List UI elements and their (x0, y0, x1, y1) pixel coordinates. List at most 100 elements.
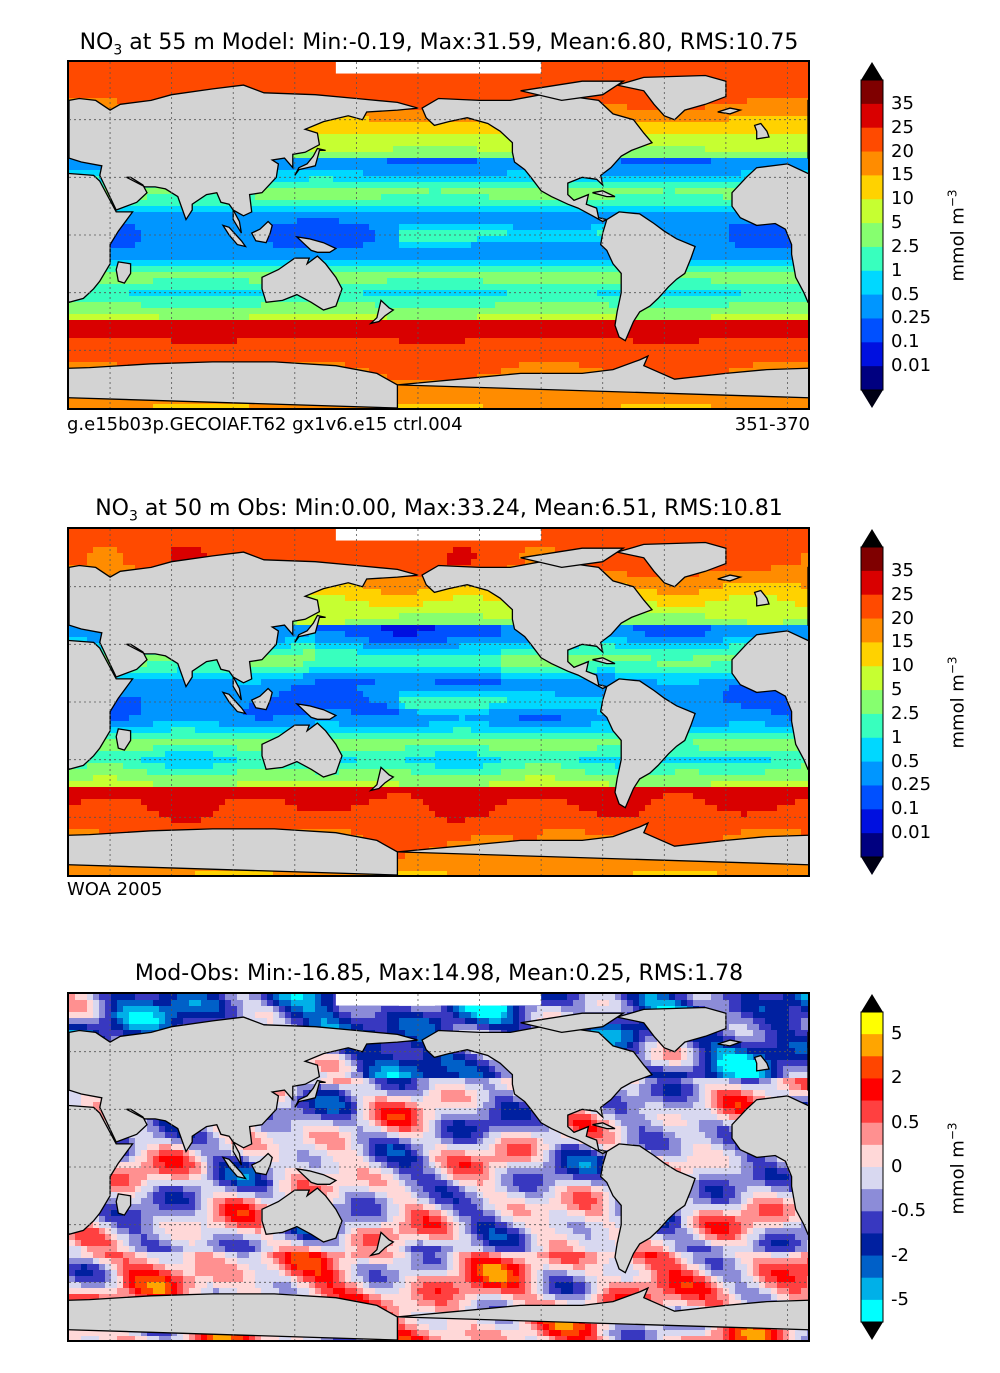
ice-mask (335, 62, 542, 74)
land-mask (69, 74, 808, 408)
colorbar-swatch (861, 785, 883, 810)
colorbar-tick-label: 20 (891, 608, 914, 629)
land-australia (261, 255, 343, 311)
colorbar-swatch (861, 1056, 883, 1079)
land-eurasia (69, 1016, 419, 1166)
colorbar-tick-label: 25 (891, 117, 914, 138)
land-newGuinea (294, 1167, 338, 1185)
colorbar-tick-label: 5 (891, 680, 902, 700)
graticule (69, 529, 808, 875)
colorbar-swatch (861, 1299, 883, 1323)
colorbar-tick-label: 2.5 (891, 703, 920, 724)
land-arcticIsl (520, 80, 626, 102)
colorbar-tick-label: 0.5 (891, 284, 920, 305)
colorbar-tick-label: 0 (891, 1157, 902, 1177)
colorbar-swatch (861, 642, 883, 667)
colorbar-tick-label: 1 (891, 727, 902, 748)
colorbar-swatch (861, 199, 883, 224)
colorbar-swatch (861, 618, 883, 643)
map-diff (67, 992, 810, 1342)
colorbar-swatch (861, 223, 883, 248)
colorbar-frame (860, 79, 884, 391)
land-eurasia (69, 551, 419, 701)
land-newGuinea (294, 702, 338, 720)
colorbar-extend-bottom (861, 390, 883, 408)
colorbar-tick-label: 5 (891, 213, 902, 233)
land-madagascar (115, 1193, 132, 1216)
land-newZealand (368, 1231, 395, 1257)
colorbar-swatch (861, 103, 883, 129)
ice-mask (335, 529, 542, 541)
colorbar-tick-label: 35 (891, 560, 914, 581)
colorbar-swatch (861, 1034, 883, 1057)
colorbar-model (856, 60, 912, 410)
run-id-label: g.e15b03p.GECOIAF.T62 gx1v6.e15 ctrl.004 (67, 415, 463, 435)
graticule (69, 994, 808, 1340)
colorbar-tick-label: 35 (891, 93, 914, 114)
land-newGuinea (294, 235, 338, 253)
colorbar-tick-label: 0.1 (891, 332, 920, 352)
land-africa (731, 630, 808, 771)
colorbar-swatch (861, 1277, 883, 1301)
colorbar-swatch (861, 666, 883, 691)
colorbar-frame (860, 1011, 884, 1323)
map-obs (67, 527, 810, 877)
land-madagascar (115, 728, 132, 751)
colorbar-swatch (861, 1100, 883, 1124)
land-madagascar (115, 261, 132, 284)
colorbar-extend-bottom (861, 857, 883, 875)
land-britain (753, 1054, 770, 1072)
colorbar-tick-label: 0.01 (891, 356, 931, 376)
land-japan (294, 614, 326, 643)
colorbar-tick-label: 20 (891, 141, 914, 162)
colorbar-frame (860, 546, 884, 858)
land-arcticIsl (520, 1012, 626, 1034)
colorbar-tick-label: 0.25 (891, 775, 931, 795)
colorbar-swatch (861, 594, 883, 620)
graticule (69, 62, 808, 408)
land-southAmerica (600, 1143, 696, 1274)
colorbar-tick-label: 15 (891, 632, 914, 652)
colorbar-extend-top (861, 529, 883, 547)
colorbar-swatch (861, 366, 883, 391)
land-antarctica (69, 361, 399, 408)
source-label: WOA 2005 (67, 880, 163, 900)
land-southAmerica (600, 211, 696, 342)
land-africa (731, 1095, 808, 1236)
panel-title-obs: NO3 at 50 m Obs: Min:0.00, Max:33.24, Me… (0, 496, 878, 529)
land-newZealand (368, 299, 395, 325)
land-borneo (250, 220, 273, 244)
land-greenland (616, 1006, 727, 1053)
colorbar-tick-label: 25 (891, 584, 914, 605)
colorbar-swatch (861, 294, 883, 319)
colorbar-tick-label: 2.5 (891, 236, 920, 257)
land-northAmerica (421, 1026, 654, 1155)
land-eurasia (69, 84, 419, 234)
colorbar-swatch (861, 570, 883, 596)
colorbar-swatch (861, 761, 883, 786)
land-australia (261, 722, 343, 778)
colorbar-swatch (861, 1122, 883, 1146)
colorbar-swatch (861, 1189, 883, 1212)
colorbar-tick-label: 15 (891, 165, 914, 185)
colorbar-swatch (861, 690, 883, 715)
land-mask (69, 1006, 808, 1340)
colorbar-swatch (861, 1144, 883, 1168)
land-antarctica (69, 1293, 399, 1340)
ice-mask (335, 994, 542, 1006)
colorbar-extend-top (861, 62, 883, 80)
colorbar-tick-label: 5 (891, 1024, 902, 1044)
colorbar-swatch (861, 1078, 883, 1102)
land-africa (731, 163, 808, 304)
land-northAmerica (421, 561, 654, 690)
land-cuba (592, 1122, 616, 1130)
land-antarctica (397, 821, 808, 866)
land-greenland (616, 74, 727, 121)
colorbar-tick-label: 0.01 (891, 823, 931, 843)
colorbar-swatch (861, 151, 883, 176)
map-model (67, 60, 810, 410)
colorbar-extend-top (861, 994, 883, 1012)
colorbar-tick-label: 0.5 (891, 1112, 920, 1133)
unit-label-obs: mmol m−3 (946, 656, 969, 748)
colorbar-extend-bottom (861, 1322, 883, 1340)
